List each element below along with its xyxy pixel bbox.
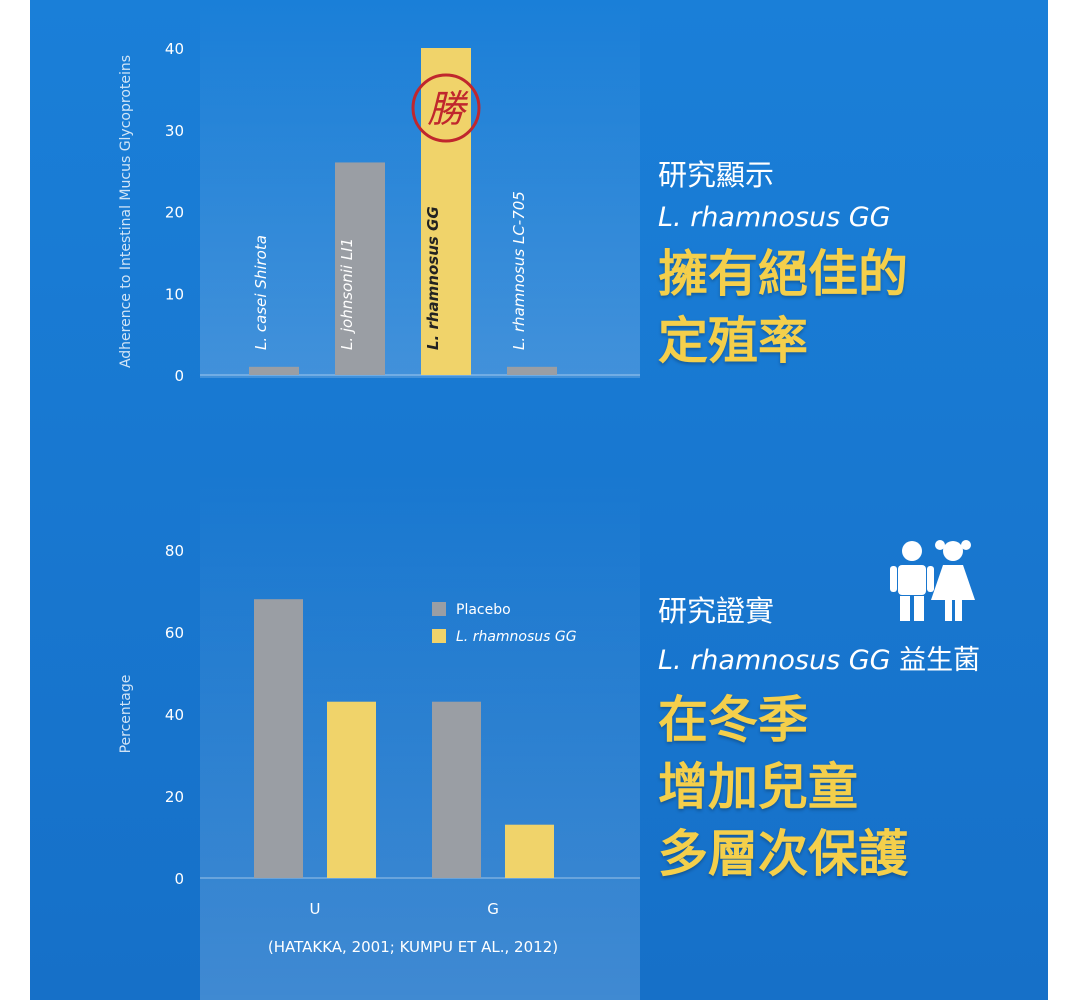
y-axis-title: Percentage [118, 675, 134, 754]
bar [335, 162, 385, 375]
text-panel: 研究顯示 L. rhamnosus GG 擁有絕佳的 定殖率 [658, 152, 908, 375]
category-label: L. johnsonii LI1 [338, 238, 356, 350]
big-line: 多層次保護 [658, 825, 908, 883]
y-tick-label: 20 [165, 204, 184, 222]
big-lines: 在冬季 增加兒童 多層次保護 [658, 687, 980, 888]
bar [254, 599, 303, 878]
x-tick-label: G [487, 900, 499, 918]
y-tick-label: 80 [165, 542, 184, 560]
y-tick-label: 40 [165, 40, 184, 58]
legend-label: Placebo [456, 602, 511, 618]
bar [327, 701, 376, 878]
category-label: L. rhamnosus GG [424, 206, 442, 350]
kids-icon [890, 540, 975, 621]
bar [507, 366, 557, 375]
category-label: L. rhamnosus LC-705 [510, 191, 528, 350]
text-panel: 研究證實 L. rhamnosus GG 益生菌 在冬季 增加兒童 多層次保護 [658, 588, 980, 888]
lead: 研究顯示 [658, 158, 775, 192]
bar [432, 701, 481, 878]
source: (HATAKKA, 2001; KUMPU ET AL., 2012) [268, 938, 558, 956]
y-axis-title: Adherence to Intestinal Mucus Glycoprote… [118, 55, 134, 368]
big-line: 在冬季 [658, 691, 808, 749]
legend-swatch [432, 602, 446, 616]
legend-label: L. rhamnosus GG [456, 629, 577, 645]
bar [249, 366, 299, 375]
y-tick-label: 10 [165, 285, 184, 303]
y-tick-label: 0 [174, 367, 184, 385]
legend-swatch [432, 629, 446, 643]
annotation-circle [411, 73, 481, 143]
lead: 研究證實 [658, 594, 775, 628]
bar [505, 824, 554, 878]
big-line: 擁有絕佳的 [658, 245, 908, 303]
y-tick-label: 30 [165, 122, 184, 140]
annotation: 勝 [427, 87, 469, 131]
x-tick-label: U [310, 900, 321, 918]
subtitle-rest: 益生菌 [899, 645, 981, 676]
subtitle: L. rhamnosus GG 益生菌 [658, 638, 980, 677]
subtitle: L. rhamnosus GG [658, 202, 908, 233]
category-label: L. casei Shirota [252, 235, 270, 350]
y-tick-label: 0 [174, 870, 184, 888]
y-tick-label: 40 [165, 706, 184, 724]
subtitle-italic: L. rhamnosus GG [658, 645, 891, 676]
chart-panel [200, 0, 640, 378]
y-tick-label: 20 [165, 788, 184, 806]
big-line: 定殖率 [658, 312, 808, 370]
big-lines: 擁有絕佳的 定殖率 [658, 241, 908, 375]
subtitle-italic: L. rhamnosus GG [658, 202, 891, 233]
big-line: 增加兒童 [658, 758, 858, 816]
bar [421, 48, 471, 375]
y-tick-label: 60 [165, 624, 184, 642]
